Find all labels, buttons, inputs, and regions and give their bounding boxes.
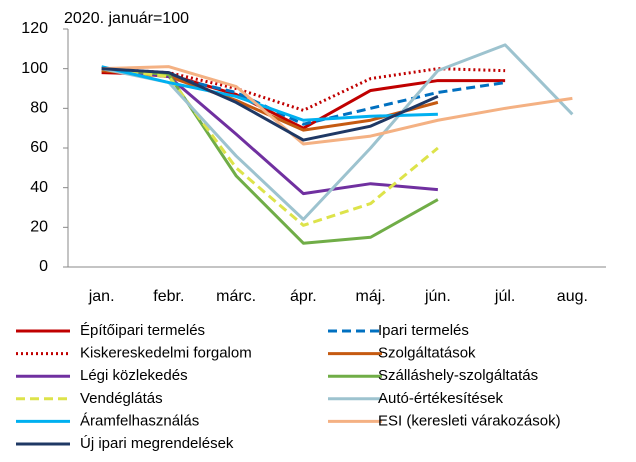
legend-label: Áramfelhasználás — [80, 412, 199, 429]
y-tick-label: 0 — [39, 258, 48, 275]
legend-label: Autó-értékesítések — [378, 390, 504, 407]
x-tick-label: júl. — [494, 288, 515, 305]
x-tick-label: jan. — [88, 288, 115, 305]
y-tick-label: 120 — [21, 20, 48, 37]
legend-label: ESI (keresleti várakozások) — [378, 412, 561, 429]
y-tick-label: 40 — [30, 179, 48, 196]
legend-label: Ipari termelés — [378, 322, 469, 339]
x-tick-label: márc. — [216, 288, 256, 305]
series-line — [101, 65, 438, 122]
y-tick-label: 80 — [30, 100, 48, 117]
x-tick-label: febr. — [153, 288, 184, 305]
legend-label: Szálláshely-szolgáltatás — [378, 367, 538, 384]
series-line — [101, 67, 506, 126]
y-tick-label: 60 — [30, 139, 48, 156]
series-line — [101, 67, 439, 227]
y-tick-label: 20 — [30, 219, 48, 236]
y-tick-label: 100 — [21, 60, 48, 77]
legend-label: Szolgáltatások — [378, 345, 476, 362]
chart-title: 2020. január=100 — [64, 10, 189, 27]
legend-label: Új ipari megrendelések — [80, 435, 234, 452]
legend-label: Légi közlekedés — [80, 367, 188, 384]
legend-label: Vendéglátás — [80, 390, 163, 407]
x-tick-label: máj. — [356, 288, 386, 305]
series-line — [101, 67, 439, 142]
x-tick-label: jún. — [424, 288, 451, 305]
legend-label: Építőipari termelés — [80, 322, 205, 339]
series-line — [101, 43, 574, 221]
legend-label: Kiskereskedelmi forgalom — [80, 345, 252, 362]
x-tick-label: aug. — [557, 288, 588, 305]
series-line — [101, 65, 573, 146]
series-line — [101, 67, 439, 245]
x-tick-label: ápr. — [290, 288, 317, 305]
